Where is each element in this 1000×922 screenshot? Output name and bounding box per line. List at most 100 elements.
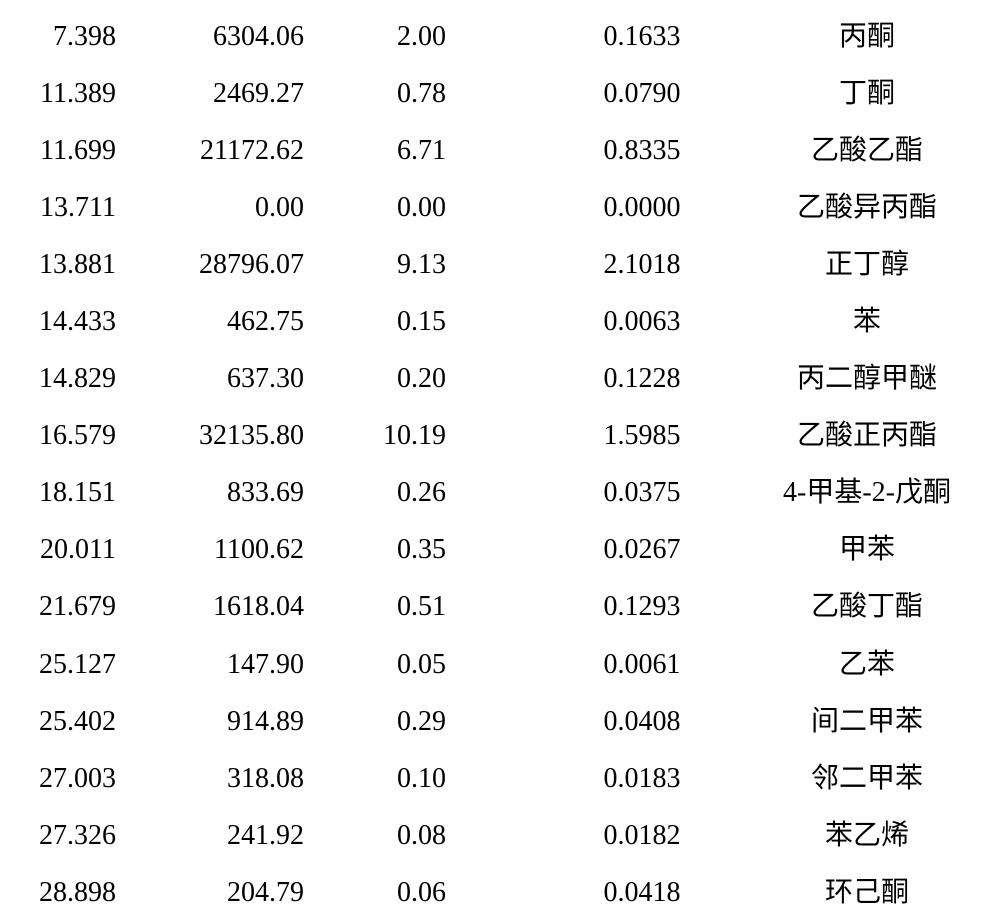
compound-name: 丙二醇甲醚 (797, 363, 937, 394)
cell-c1: 25.127 (14, 651, 126, 679)
cell-c2: 21172.62 (126, 137, 314, 165)
cell-c3: 0.35 (314, 536, 536, 564)
cell-c2: 318.08 (126, 765, 314, 793)
compound-name: 丙酮 (839, 21, 895, 52)
cell-c5: 苯乙烯 (748, 822, 986, 850)
cell-c3: 0.26 (314, 479, 536, 507)
cell-c5: 苯 (748, 308, 986, 336)
cell-c5: 丙酮 (748, 23, 986, 51)
cell-c2: 0.00 (126, 194, 314, 222)
compound-name: 苯 (853, 306, 881, 337)
cell-c5: 正丁醇 (748, 251, 986, 279)
cell-c3: 0.15 (314, 308, 536, 336)
cell-c3: 0.06 (314, 879, 536, 907)
cell-c1: 11.699 (14, 137, 126, 165)
cell-c4: 0.0375 (536, 479, 748, 507)
cell-c1: 20.011 (14, 536, 126, 564)
cell-c1: 21.679 (14, 593, 126, 621)
table-row: 21.6791618.040.510.1293乙酸丁酯 (14, 579, 986, 636)
compound-name: 环己酮 (825, 877, 909, 908)
cell-c1: 7.398 (14, 23, 126, 51)
cell-c2: 147.90 (126, 651, 314, 679)
table-row: 13.88128796.079.132.1018正丁醇 (14, 236, 986, 293)
cell-c3: 10.19 (314, 422, 536, 450)
cell-c5: 甲苯 (748, 536, 986, 564)
cell-c3: 6.71 (314, 137, 536, 165)
compound-name: 乙苯 (839, 649, 895, 680)
table-row: 11.3892469.270.780.0790丁酮 (14, 65, 986, 122)
cell-c5: 丙二醇甲醚 (748, 365, 986, 393)
table-row: 18.151833.690.260.0375 4-甲基-2-戊酮 (14, 465, 986, 522)
cell-c3: 0.10 (314, 765, 536, 793)
compound-name: 乙酸丁酯 (811, 591, 923, 622)
compound-name: 间二甲苯 (811, 706, 923, 737)
cell-c4: 0.0418 (536, 879, 748, 907)
data-table: 7.3986304.062.000.1633丙酮11.3892469.270.7… (0, 0, 1000, 922)
cell-c2: 462.75 (126, 308, 314, 336)
compound-name: 乙酸乙酯 (811, 135, 923, 166)
cell-c4: 0.8335 (536, 137, 748, 165)
table-row: 11.69921172.626.710.8335 乙酸乙酯 (14, 122, 986, 179)
compound-name: 4-甲基-2-戊酮 (783, 477, 951, 508)
cell-c3: 0.51 (314, 593, 536, 621)
cell-c1: 18.151 (14, 479, 126, 507)
table-row: 25.402914.890.290.0408间二甲苯 (14, 693, 986, 750)
cell-c2: 6304.06 (126, 23, 314, 51)
cell-c3: 9.13 (314, 251, 536, 279)
cell-c2: 2469.27 (126, 80, 314, 108)
cell-c4: 0.0182 (536, 822, 748, 850)
cell-c5: 乙酸异丙酯 (748, 194, 986, 222)
cell-c2: 1618.04 (126, 593, 314, 621)
compound-name: 丁酮 (839, 78, 895, 109)
cell-c4: 0.0061 (536, 651, 748, 679)
table-row: 13.7110.000.000.0000乙酸异丙酯 (14, 179, 986, 236)
table-row: 16.57932135.8010.191.5985 乙酸正丙酯 (14, 408, 986, 465)
table-row: 25.127147.900.050.0061 乙苯 (14, 636, 986, 693)
cell-c4: 0.0000 (536, 194, 748, 222)
compound-name: 正丁醇 (825, 249, 909, 280)
cell-c2: 204.79 (126, 879, 314, 907)
cell-c1: 13.711 (14, 194, 126, 222)
cell-c4: 1.5985 (536, 422, 748, 450)
cell-c3: 0.29 (314, 708, 536, 736)
cell-c5: 乙酸乙酯 (748, 137, 986, 165)
cell-c1: 14.829 (14, 365, 126, 393)
compound-name: 甲苯 (839, 534, 895, 565)
cell-c4: 0.0408 (536, 708, 748, 736)
table-row: 28.898204.790.060.0418环己酮 (14, 864, 986, 921)
cell-c4: 0.0267 (536, 536, 748, 564)
cell-c5: 间二甲苯 (748, 708, 986, 736)
cell-c5: 乙酸丁酯 (748, 593, 986, 621)
table-row: 27.326241.920.080.0182苯乙烯 (14, 807, 986, 864)
cell-c2: 833.69 (126, 479, 314, 507)
table-row: 7.3986304.062.000.1633丙酮 (14, 8, 986, 65)
compound-name: 乙酸正丙酯 (797, 420, 937, 451)
cell-c4: 0.0063 (536, 308, 748, 336)
cell-c1: 25.402 (14, 708, 126, 736)
cell-c4: 0.0790 (536, 80, 748, 108)
cell-c3: 2.00 (314, 23, 536, 51)
table-row: 20.0111100.620.350.0267甲苯 (14, 522, 986, 579)
cell-c1: 16.579 (14, 422, 126, 450)
compound-name: 乙酸异丙酯 (797, 192, 937, 223)
cell-c5: 乙苯 (748, 651, 986, 679)
cell-c2: 32135.80 (126, 422, 314, 450)
cell-c3: 0.08 (314, 822, 536, 850)
cell-c1: 13.881 (14, 251, 126, 279)
cell-c5: 环己酮 (748, 879, 986, 907)
table-row: 14.433462.750.150.0063 苯 (14, 293, 986, 350)
cell-c1: 11.389 (14, 80, 126, 108)
cell-c2: 28796.07 (126, 251, 314, 279)
cell-c2: 637.30 (126, 365, 314, 393)
cell-c1: 27.003 (14, 765, 126, 793)
compound-name: 苯乙烯 (825, 820, 909, 851)
cell-c1: 14.433 (14, 308, 126, 336)
cell-c5: 邻二甲苯 (748, 765, 986, 793)
cell-c5: 乙酸正丙酯 (748, 422, 986, 450)
cell-c3: 0.00 (314, 194, 536, 222)
table-row: 14.829637.300.200.1228丙二醇甲醚 (14, 351, 986, 408)
cell-c4: 0.1228 (536, 365, 748, 393)
compound-name: 邻二甲苯 (811, 763, 923, 794)
cell-c3: 0.05 (314, 651, 536, 679)
cell-c4: 0.0183 (536, 765, 748, 793)
